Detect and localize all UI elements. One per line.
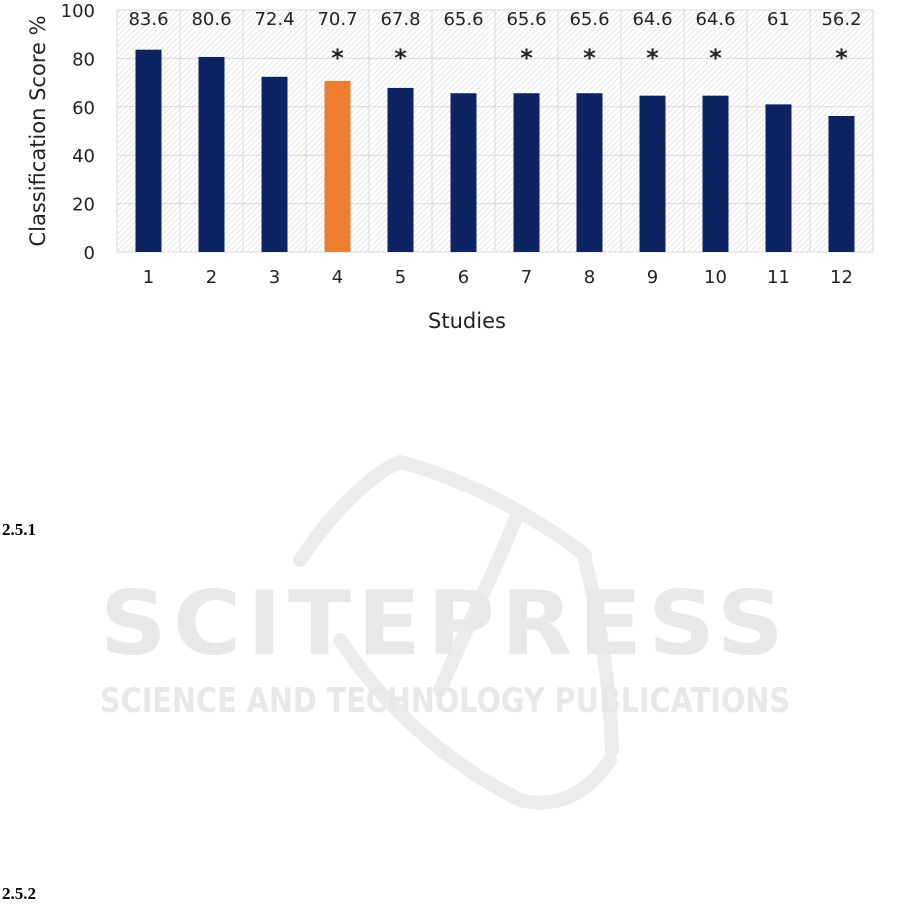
bar-study-11 [765,104,792,252]
bar-study-9 [639,95,666,252]
y-axis-title: Classification Score % [26,15,50,246]
data-label: 65.6 [443,9,483,30]
significance-marker: * [520,44,533,72]
x-tick-label: 12 [830,267,853,288]
bar-study-2 [198,56,225,253]
x-tick-label: 5 [395,267,406,288]
data-label: 83.6 [128,9,168,30]
bar-study-1 [135,49,162,252]
bar-study-4 [324,80,351,252]
x-tick-label: 11 [767,267,790,288]
x-tick-label: 6 [458,267,469,288]
y-tick-label: 100 [61,1,95,22]
bar-study-7 [513,93,540,252]
section-heading-2-5-2: 2.5.2 [2,884,36,903]
x-axis-ticks: 1 2 3 4 5 6 7 8 9 10 11 12 [143,267,853,288]
data-labels: 83.6 80.6 72.4 70.7 67.8 65.6 65.6 65.6 64.6 64.6… [128,9,861,30]
data-label: 70.7 [317,9,357,30]
data-label: 72.4 [254,9,294,30]
x-tick-label: 9 [647,267,658,288]
bars [135,49,855,253]
data-label: 80.6 [191,9,231,30]
data-label: 56.2 [821,9,861,30]
gridlines [116,9,874,253]
x-tick-label: 2 [206,267,217,288]
data-label: 65.6 [569,9,609,30]
watermark-brand: SCITEPRESS [100,572,790,675]
x-tick-label: 1 [143,267,154,288]
significance-marker: * [709,44,722,72]
bar-study-3 [261,76,288,253]
x-axis-title: Studies [428,309,506,333]
data-label: 65.6 [506,9,546,30]
y-tick-label: 40 [72,146,95,167]
bar-study-6 [450,93,477,252]
bar-study-8 [576,93,603,252]
y-tick-label: 80 [72,49,95,70]
significance-marker: * [394,44,407,72]
y-tick-label: 20 [72,195,95,216]
section-heading-2-5-1: 2.5.1 [2,520,36,539]
significance-marker: * [835,44,848,72]
significance-marker: * [646,44,659,72]
y-tick-label: 0 [84,243,95,264]
bar-study-5 [387,87,414,252]
bar-study-10 [702,95,729,252]
x-tick-label: 7 [521,267,532,288]
data-label: 67.8 [380,9,420,30]
x-tick-label: 10 [704,267,727,288]
data-label: 64.6 [695,9,735,30]
data-label: 61 [767,9,790,30]
significance-markers: * * * * * * * [331,44,848,72]
bar-study-12 [828,115,855,252]
x-tick-label: 8 [584,267,595,288]
x-tick-label: 4 [332,267,343,288]
y-axis-ticks: 0 20 40 60 80 100 [61,1,95,264]
data-label: 64.6 [632,9,672,30]
watermark-tagline: SCIENCE AND TECHNOLOGY PUBLICATIONS [100,681,790,721]
y-tick-label: 60 [72,98,95,119]
x-tick-label: 3 [269,267,280,288]
significance-marker: * [583,44,596,72]
significance-marker: * [331,44,344,72]
